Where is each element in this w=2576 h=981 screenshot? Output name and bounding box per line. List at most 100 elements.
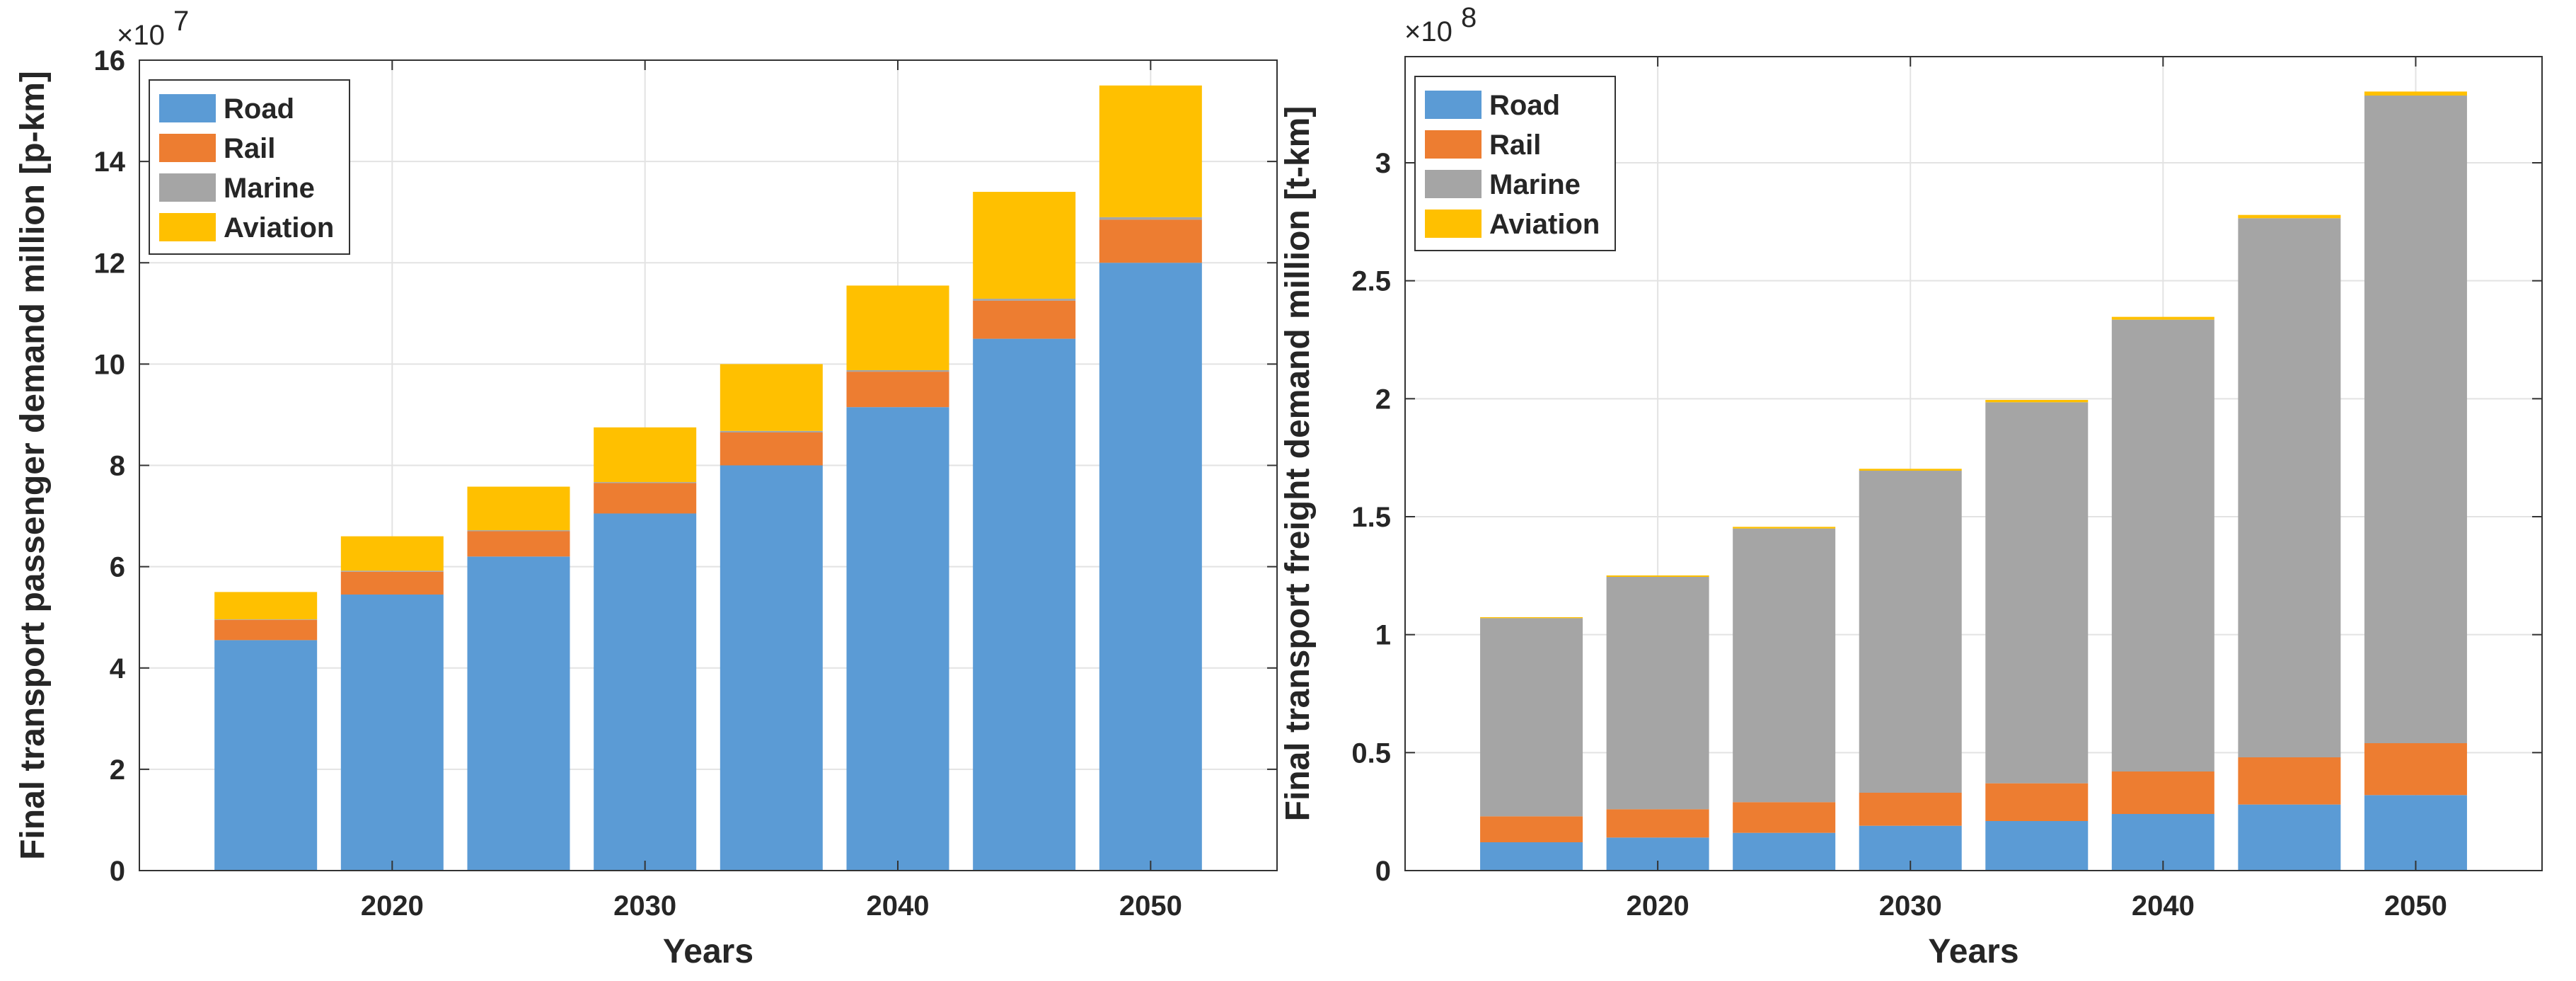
bar-aviation-2015	[1480, 617, 1583, 619]
legend-swatch-rail	[159, 134, 216, 162]
bar-rail-2045	[2238, 757, 2341, 805]
exponent-base: ×10	[1404, 16, 1452, 47]
bar-road-2050	[2364, 795, 2467, 871]
y-axis: 0 0.5 1 1.5 2 2.5 3	[1351, 148, 2542, 887]
x-tick-label: 2030	[1879, 890, 1942, 922]
bar-rail-2020	[1606, 809, 1709, 838]
bar-aviation-2035	[720, 364, 823, 431]
legend-label-marine: Marine	[224, 173, 315, 204]
bar-road-2015	[1480, 842, 1583, 871]
bar-aviation-2015	[214, 592, 318, 620]
bar-road-2050	[1099, 263, 1202, 871]
legend-label-road: Road	[1489, 90, 1560, 121]
x-axis: 2020 2030 2040 2050	[1627, 57, 2447, 922]
bar-rail-2020	[340, 571, 444, 595]
bar-marine-2045	[973, 299, 1076, 301]
bar-marine-2020	[1606, 577, 1709, 810]
bar-marine-2040	[2111, 319, 2214, 772]
bar-rail-2050	[2364, 743, 2467, 796]
bar-road-2045	[2238, 804, 2341, 871]
y-tick-label: 2	[110, 755, 125, 786]
y-tick-label: 3	[1375, 148, 1391, 179]
exponent-base: ×10	[117, 20, 165, 51]
legend-label-aviation: Aviation	[1489, 209, 1600, 240]
bars	[1480, 91, 2467, 871]
x-axis-label: Years	[663, 933, 753, 970]
bar-aviation-2020	[340, 536, 444, 571]
bar-aviation-2035	[1985, 400, 2089, 403]
bar-marine-2045	[2238, 218, 2341, 757]
bar-aviation-2040	[2111, 316, 2214, 320]
bar-rail-2050	[1099, 219, 1202, 263]
bar-rail-2030	[594, 483, 697, 514]
bar-marine-2050	[2364, 96, 2467, 743]
bar-marine-2020	[340, 570, 444, 572]
legend-label-road: Road	[224, 93, 294, 125]
bar-road-2040	[846, 407, 949, 871]
bar-marine-2025	[467, 530, 570, 532]
bar-rail-2030	[1859, 793, 1962, 826]
legend-label-marine: Marine	[1489, 169, 1581, 200]
y-tick-label: 8	[110, 451, 125, 482]
chart-panel-1: 2020 2030 2040 2050 0 2 4 6 8 10 12 14 16 Years Final …	[14, 6, 1278, 970]
legend-swatch-aviation	[159, 213, 216, 241]
legend-swatch-road	[159, 94, 216, 122]
x-axis-label: Years	[1928, 933, 2018, 970]
bar-rail-2040	[846, 372, 949, 408]
x-tick-label: 2030	[613, 890, 676, 922]
legend-swatch-road	[1425, 91, 1482, 119]
x-tick-label: 2040	[867, 890, 930, 922]
y-tick-label: 12	[94, 248, 126, 279]
bars	[214, 85, 1202, 871]
y-tick-label: 6	[110, 552, 125, 583]
legend-label-rail: Rail	[1489, 130, 1541, 161]
bar-marine-2015	[214, 619, 318, 620]
legend-label-rail: Rail	[224, 133, 275, 164]
bar-marine-2025	[1733, 528, 1836, 803]
y-axis: 0 2 4 6 8 10 12 14 16	[94, 45, 1277, 887]
bar-aviation-2020	[1606, 575, 1709, 577]
x-tick-label: 2050	[1119, 890, 1182, 922]
bar-aviation-2050	[1099, 85, 1202, 217]
exponent-power: 7	[173, 6, 189, 37]
y-tick-label: 2.5	[1351, 266, 1391, 297]
y-tick-label: 0	[110, 856, 125, 887]
bar-rail-2040	[2111, 771, 2214, 814]
bar-marine-2035	[1985, 402, 2089, 784]
bar-aviation-2050	[2364, 91, 2467, 96]
bar-marine-2015	[1480, 618, 1583, 817]
bar-road-2025	[1733, 832, 1836, 871]
legend: Road Rail Marine Aviation	[1414, 76, 1616, 251]
bar-aviation-2045	[973, 192, 1076, 299]
legend: Road Rail Marine Aviation	[149, 79, 350, 255]
bar-aviation-2025	[467, 486, 570, 531]
bar-road-2030	[594, 513, 697, 871]
bar-road-2045	[973, 338, 1076, 871]
bar-aviation-2025	[1733, 527, 1836, 529]
bar-road-2025	[467, 556, 570, 871]
legend-swatch-rail	[1425, 130, 1482, 159]
bar-rail-2025	[467, 531, 570, 557]
bar-marine-2040	[846, 369, 949, 372]
bar-road-2015	[214, 640, 318, 871]
y-tick-label: 16	[94, 45, 126, 76]
y-tick-label: 1	[1375, 620, 1391, 651]
x-axis: 2020 2030 2040 2050	[361, 60, 1182, 922]
legend-label-aviation: Aviation	[224, 212, 334, 243]
y-tick-label: 1.5	[1351, 502, 1391, 533]
y-tick-label: 14	[94, 147, 126, 178]
y-tick-label: 10	[94, 349, 126, 380]
bar-aviation-2030	[1859, 469, 1962, 471]
bar-aviation-2030	[594, 427, 697, 483]
bar-road-2020	[340, 594, 444, 871]
bar-aviation-2040	[846, 285, 949, 370]
bar-rail-2035	[1985, 783, 2089, 821]
bar-marine-2035	[720, 430, 823, 432]
y-tick-label: 4	[110, 653, 126, 684]
x-tick-label: 2050	[2384, 890, 2447, 922]
axis-exponent: ×10 8	[1404, 2, 1477, 47]
bar-rail-2045	[973, 300, 1076, 339]
axis-exponent: ×10 7	[117, 6, 189, 51]
bar-rail-2035	[720, 432, 823, 466]
